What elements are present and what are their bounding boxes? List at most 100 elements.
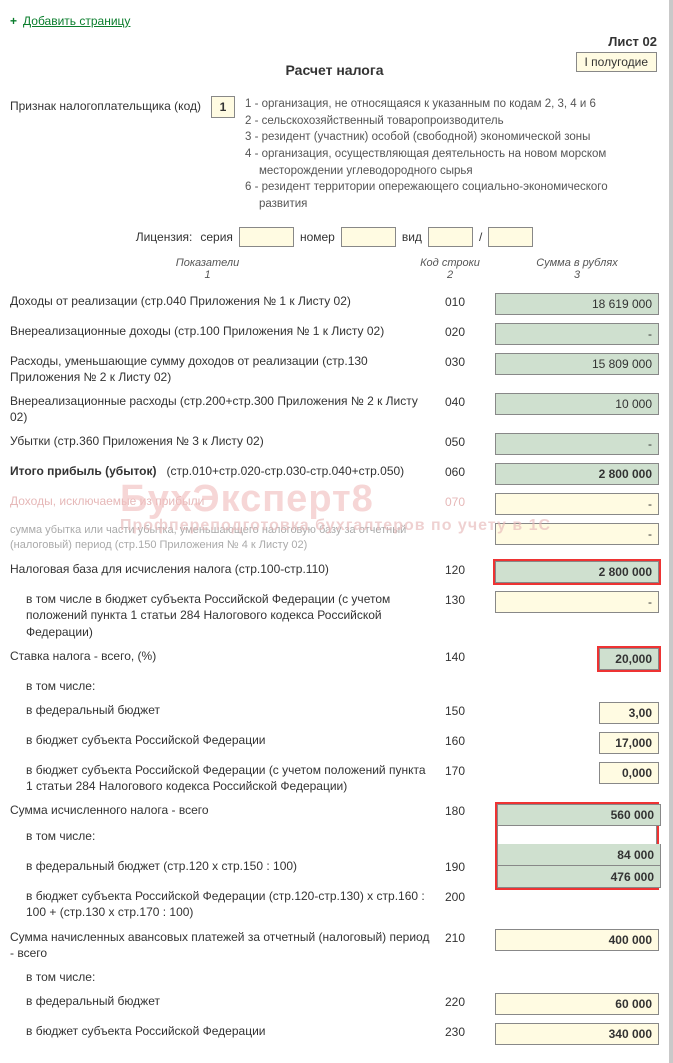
row-sub: сумма убытка или части убытка, уменьшающ… bbox=[10, 519, 659, 557]
col1-num: 1 bbox=[10, 269, 405, 281]
row-inc-1: в том числе: bbox=[10, 674, 659, 698]
row-desc: в федеральный бюджет bbox=[10, 993, 445, 1009]
row-value[interactable]: 10 000 bbox=[495, 393, 659, 415]
row-value[interactable]: 0,000 bbox=[599, 762, 659, 784]
row-value[interactable]: 17,000 bbox=[599, 732, 659, 754]
row-code: 130 bbox=[445, 591, 495, 607]
license-vid-label: вид bbox=[402, 230, 422, 244]
license-num-input[interactable] bbox=[341, 227, 396, 247]
row-value[interactable]: 3,00 bbox=[599, 702, 659, 724]
row-code: 050 bbox=[445, 433, 495, 449]
row-010: Доходы от реализации (стр.040 Приложения… bbox=[10, 289, 659, 319]
row-value-200[interactable]: 476 000 bbox=[497, 866, 661, 888]
def-6a: 6 - резидент территории опережающего соц… bbox=[245, 179, 608, 196]
row-code: 220 bbox=[445, 993, 495, 1009]
row-030: Расходы, уменьшающие сумму доходов от ре… bbox=[10, 349, 659, 389]
license-vid-input[interactable] bbox=[428, 227, 473, 247]
def-4a: 4 - организация, осуществляющая деятельн… bbox=[245, 146, 608, 163]
col2-num: 2 bbox=[405, 269, 495, 281]
row-120: Налоговая база для исчисления налога (ст… bbox=[10, 557, 659, 587]
row-value[interactable]: 340 000 bbox=[495, 1023, 659, 1045]
license-vid2-input[interactable] bbox=[488, 227, 533, 247]
row-code: 040 bbox=[445, 393, 495, 409]
row-value-190[interactable]: 84 000 bbox=[497, 844, 661, 866]
row-code: 140 bbox=[445, 648, 495, 664]
row-desc: Доходы, исключаемые из прибыли bbox=[10, 493, 445, 509]
row-code: 020 bbox=[445, 323, 495, 339]
row-200: в бюджет субъекта Российской Федерации (… bbox=[10, 884, 659, 924]
row-code: 120 bbox=[445, 561, 495, 577]
taxpayer-defs: 1 - организация, не относящаяся к указан… bbox=[245, 96, 608, 213]
row-value[interactable]: 560 000 bbox=[497, 804, 661, 826]
row-160: в бюджет субъекта Российской Федерации 1… bbox=[10, 728, 659, 758]
row-150: в федеральный бюджет 150 3,00 bbox=[10, 698, 659, 728]
row-desc: в федеральный бюджет bbox=[10, 702, 445, 718]
def-3: 3 - резидент (участник) особой (свободно… bbox=[245, 129, 608, 146]
row-value[interactable]: - bbox=[495, 433, 659, 455]
row-desc: в том числе: bbox=[10, 969, 445, 985]
row-desc: в том числе в бюджет субъекта Российской… bbox=[10, 591, 445, 640]
plus-icon: + bbox=[10, 14, 17, 28]
row-desc: Налоговая база для исчисления налога (ст… bbox=[10, 561, 445, 577]
row-210: Сумма начисленных авансовых платежей за … bbox=[10, 925, 659, 965]
row-code: 170 bbox=[445, 762, 495, 778]
add-page-link[interactable]: Добавить страницу bbox=[23, 14, 130, 28]
row-desc: Ставка налога - всего, (%) bbox=[10, 648, 445, 664]
row-desc: в том числе: bbox=[10, 678, 445, 694]
row-040: Внереализационные расходы (стр.200+стр.3… bbox=[10, 389, 659, 429]
row-value[interactable]: 2 800 000 bbox=[495, 561, 659, 583]
row-code: 030 bbox=[445, 353, 495, 369]
row-value[interactable]: 2 800 000 bbox=[495, 463, 659, 485]
taxpayer-code-input[interactable]: 1 bbox=[211, 96, 235, 118]
row-desc: в федеральный бюджет (стр.120 х стр.150 … bbox=[10, 858, 445, 874]
license-slash: / bbox=[479, 230, 482, 244]
column-headers: Показатели1 Код строки2 Сумма в рублях3 bbox=[10, 257, 659, 281]
row-code bbox=[445, 523, 495, 525]
license-num-label: номер bbox=[300, 230, 335, 244]
def-2: 2 - сельскохозяйственный товаропроизводи… bbox=[245, 113, 608, 130]
row-020: Внереализационные доходы (стр.100 Прилож… bbox=[10, 319, 659, 349]
row-inc-3: в том числе: bbox=[10, 965, 659, 989]
row-code: 190 bbox=[445, 858, 495, 874]
row-desc: Убытки (стр.360 Приложения № 3 к Листу 0… bbox=[10, 433, 445, 449]
row-code: 160 bbox=[445, 732, 495, 748]
row-130: в том числе в бюджет субъекта Российской… bbox=[10, 587, 659, 644]
license-ser-input[interactable] bbox=[239, 227, 294, 247]
page-title: Расчет налога bbox=[10, 62, 659, 78]
def-1: 1 - организация, не относящаяся к указан… bbox=[245, 96, 608, 113]
period-box[interactable]: I полугодие bbox=[576, 52, 657, 72]
row-desc: Доходы от реализации (стр.040 Приложения… bbox=[10, 293, 445, 309]
row-value[interactable]: 15 809 000 bbox=[495, 353, 659, 375]
row-desc: Сумма начисленных авансовых платежей за … bbox=[10, 929, 445, 961]
def-6b: развития bbox=[245, 196, 608, 213]
row-170: в бюджет субъекта Российской Федерации (… bbox=[10, 758, 659, 798]
col3-title: Сумма в рублях bbox=[495, 257, 659, 269]
row-desc: сумма убытка или части убытка, уменьшающ… bbox=[10, 523, 445, 553]
row-code: 210 bbox=[445, 929, 495, 945]
sheet-label: Лист 02 bbox=[576, 34, 657, 49]
row-value[interactable]: - bbox=[495, 323, 659, 345]
row-desc: в бюджет субъекта Российской Федерации bbox=[10, 1023, 445, 1039]
col3-num: 3 bbox=[495, 269, 659, 281]
row-value[interactable]: 400 000 bbox=[495, 929, 659, 951]
row-050: Убытки (стр.360 Приложения № 3 к Листу 0… bbox=[10, 429, 659, 459]
row-value[interactable]: - bbox=[495, 591, 659, 613]
row-desc: в бюджет субъекта Российской Федерации bbox=[10, 732, 445, 748]
row-value[interactable]: 20,000 bbox=[599, 648, 659, 670]
row-230: в бюджет субъекта Российской Федерации 2… bbox=[10, 1019, 659, 1049]
group-180-200: 560 000 84 000 476 000 bbox=[495, 802, 659, 890]
row-code: 150 bbox=[445, 702, 495, 718]
row-value[interactable]: - bbox=[495, 523, 659, 545]
row-code: 070 bbox=[445, 493, 495, 509]
row-value[interactable]: - bbox=[495, 493, 659, 515]
row-value[interactable]: 18 619 000 bbox=[495, 293, 659, 315]
col2-title: Код строки bbox=[405, 257, 495, 269]
row-140: Ставка налога - всего, (%) 140 20,000 bbox=[10, 644, 659, 674]
row-code: 060 bbox=[445, 463, 495, 479]
row-desc: в бюджет субъекта Российской Федерации (… bbox=[10, 888, 445, 920]
row-070: Доходы, исключаемые из прибыли 070 - bbox=[10, 489, 659, 519]
row-desc: Расходы, уменьшающие сумму доходов от ре… bbox=[10, 353, 445, 385]
row-value[interactable]: 60 000 bbox=[495, 993, 659, 1015]
row-desc: Внереализационные доходы (стр.100 Прилож… bbox=[10, 323, 445, 339]
def-4b: месторождении углеводородного сырья bbox=[245, 163, 608, 180]
